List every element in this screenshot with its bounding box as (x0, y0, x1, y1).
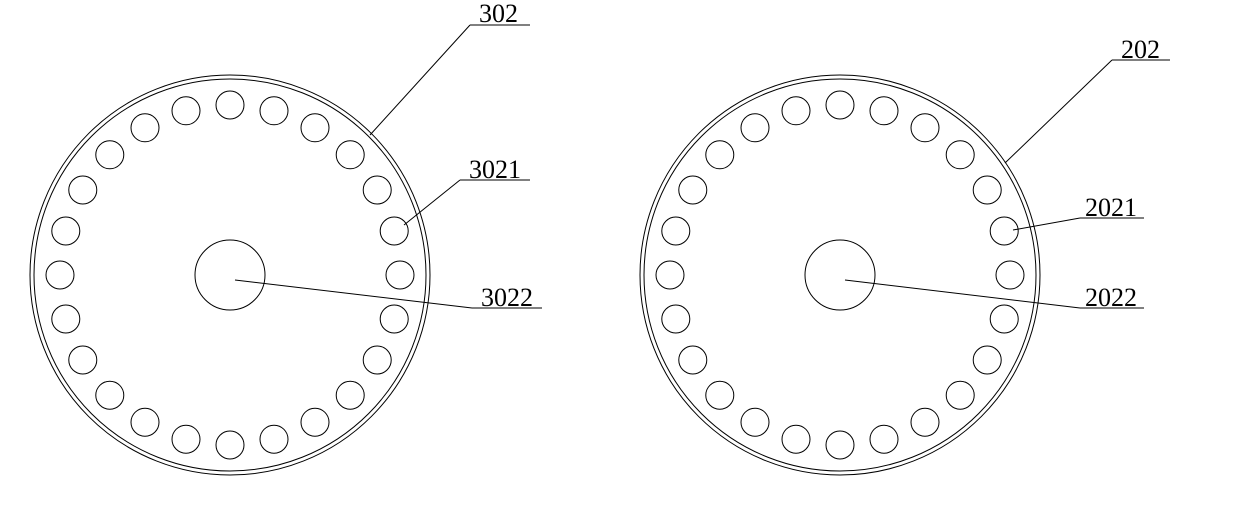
leader-line (845, 280, 1080, 308)
hole (131, 114, 159, 142)
hole (990, 305, 1018, 333)
hole (741, 408, 769, 436)
hole (826, 91, 854, 119)
inner-ring (34, 79, 426, 471)
hole (363, 176, 391, 204)
hole (172, 97, 200, 125)
outer-ring (640, 75, 1040, 475)
hole (172, 425, 200, 453)
hole (662, 305, 690, 333)
hole (973, 176, 1001, 204)
leader-line (1005, 60, 1112, 163)
label-text: 3021 (469, 155, 521, 184)
hole (679, 346, 707, 374)
hole (216, 91, 244, 119)
hole (260, 97, 288, 125)
hole (216, 431, 244, 459)
hole (336, 381, 364, 409)
label-202: 202 (1005, 35, 1170, 163)
hole (870, 425, 898, 453)
hole (69, 346, 97, 374)
hole (870, 97, 898, 125)
left-disk: 302 3021 3022 (30, 0, 542, 475)
label-3022: 3022 (235, 280, 542, 312)
hole (656, 261, 684, 289)
hole (946, 381, 974, 409)
hole (301, 114, 329, 142)
hole (946, 141, 974, 169)
hole (826, 431, 854, 459)
hole (96, 381, 124, 409)
hole (69, 176, 97, 204)
hole (52, 305, 80, 333)
label-text: 202 (1121, 35, 1160, 64)
center-hole (195, 240, 265, 310)
hole (301, 408, 329, 436)
hole (679, 176, 707, 204)
label-text: 2021 (1085, 193, 1137, 222)
label-text: 2022 (1085, 283, 1137, 312)
hole (380, 305, 408, 333)
hole (336, 141, 364, 169)
hole (741, 114, 769, 142)
label-2022: 2022 (845, 280, 1144, 312)
label-text: 3022 (481, 283, 533, 312)
hole (46, 261, 74, 289)
label-3021: 3021 (404, 155, 530, 225)
hole (662, 217, 690, 245)
hole (911, 114, 939, 142)
hole (782, 97, 810, 125)
hole (706, 381, 734, 409)
hole (911, 408, 939, 436)
hole (380, 217, 408, 245)
hole (260, 425, 288, 453)
hole (52, 217, 80, 245)
label-302: 302 (370, 0, 530, 135)
hole (96, 141, 124, 169)
hole (131, 408, 159, 436)
center-hole (805, 240, 875, 310)
hole (996, 261, 1024, 289)
inner-ring (644, 79, 1036, 471)
label-text: 302 (479, 0, 518, 28)
leader-line (235, 280, 472, 308)
hole (363, 346, 391, 374)
diagram-canvas: 302 3021 3022 202 2021 2022 (0, 0, 1240, 512)
hole (706, 141, 734, 169)
hole (782, 425, 810, 453)
right-disk: 202 2021 2022 (640, 35, 1170, 475)
hole (386, 261, 414, 289)
label-2021: 2021 (1013, 193, 1144, 230)
hole (990, 217, 1018, 245)
leader-line (1013, 218, 1080, 230)
leader-line (370, 25, 470, 135)
hole (973, 346, 1001, 374)
